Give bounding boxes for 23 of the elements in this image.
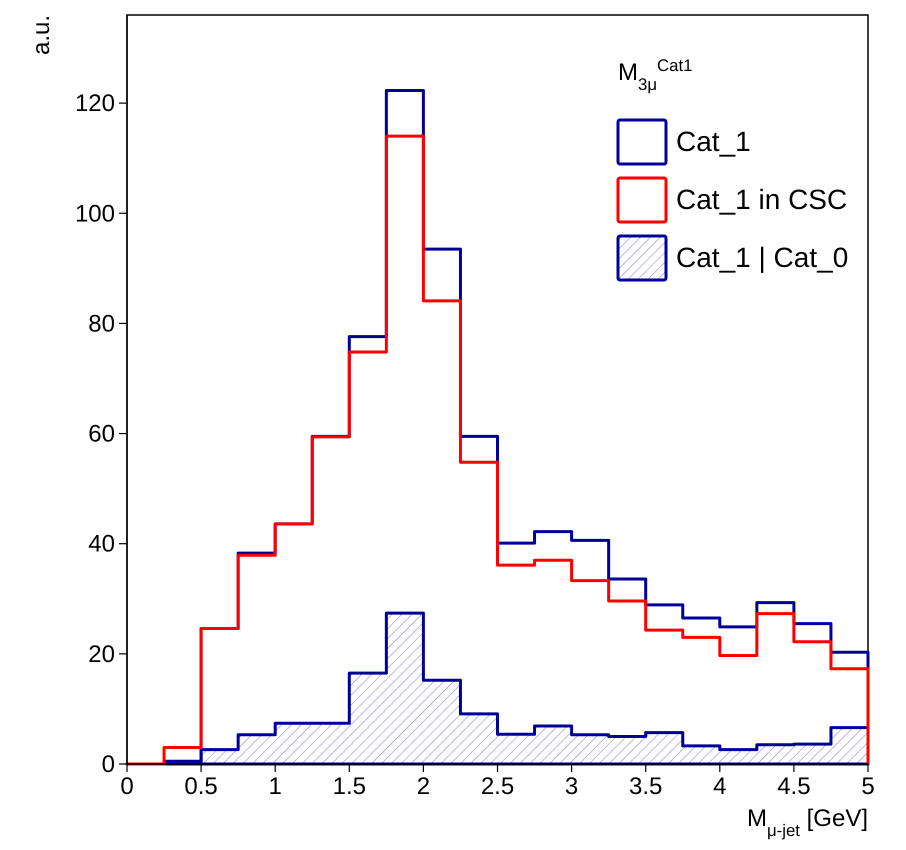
x-tick-label: 3.5 [629, 773, 662, 800]
y-tick-label: 80 [88, 310, 115, 338]
y-axis-title: a.u. [28, 15, 55, 56]
legend-label: Cat_1 | Cat_0 [676, 242, 848, 273]
x-tick-label: 3 [564, 773, 578, 800]
x-axis-title: M$_{μ-jet}$ [GeV] [746, 805, 868, 840]
x-tick-label: 5 [861, 773, 875, 800]
x-tick-label: 4 [713, 773, 726, 800]
y-tick-label: 100 [74, 200, 115, 228]
x-tick-label: 0.5 [184, 773, 218, 800]
x-tick-label: 2 [416, 773, 430, 800]
x-tick-label: 1 [268, 773, 282, 800]
x-tick-label: 2.5 [480, 773, 514, 800]
y-tick-label: 60 [88, 420, 115, 448]
legend-label: Cat_1 in CSC [676, 184, 848, 215]
y-tick-label: 40 [88, 530, 115, 558]
y-tick-label: 0 [102, 751, 115, 778]
x-tick-label: 4.5 [777, 773, 811, 800]
y-tick-label: 120 [74, 90, 115, 118]
legend-label: Cat_1 [676, 126, 751, 157]
x-tick-label: 1.5 [332, 773, 366, 800]
x-tick-label: 0 [120, 773, 134, 800]
y-tick-label: 20 [88, 640, 115, 668]
